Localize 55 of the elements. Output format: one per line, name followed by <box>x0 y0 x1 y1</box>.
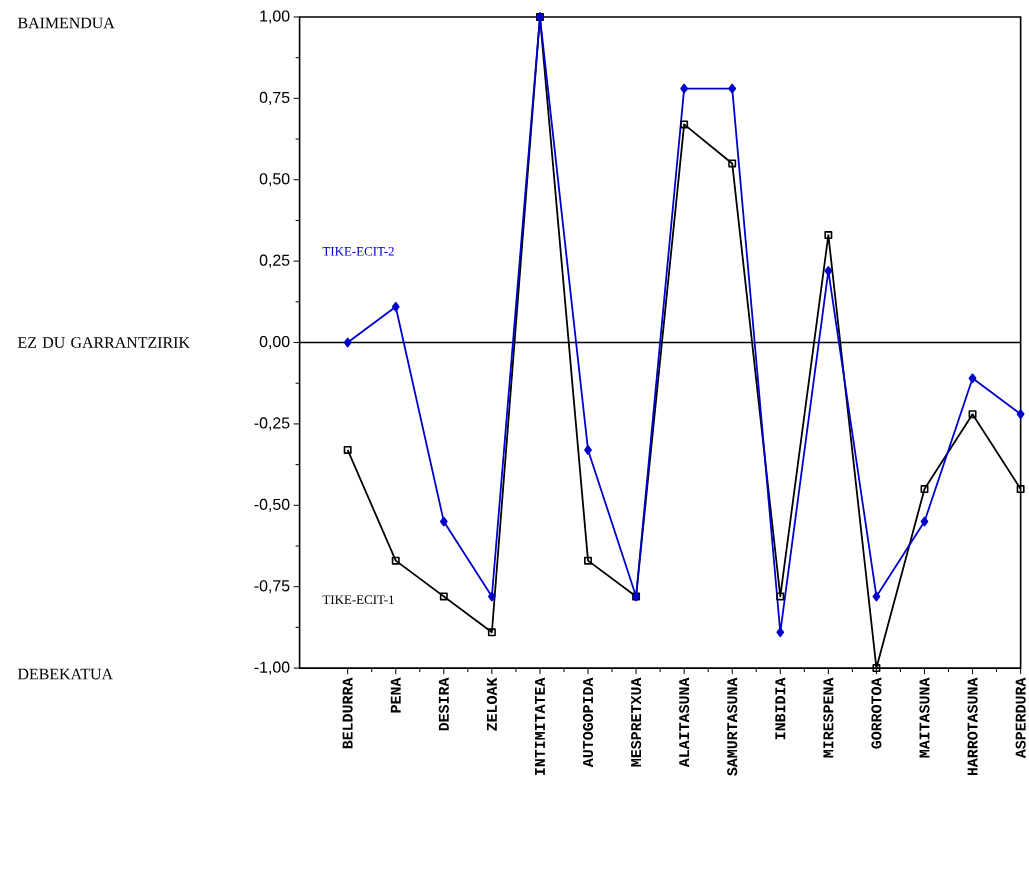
x-tick-label: MESPRETXUA <box>631 677 642 767</box>
text: TIKE-ECIT-2 <box>322 247 394 256</box>
point <box>487 628 496 637</box>
point <box>776 627 785 638</box>
y-tick-label: -1,00 <box>254 661 290 675</box>
point <box>391 301 400 312</box>
y-tick-label: -0,75 <box>254 580 290 594</box>
point <box>1016 409 1025 420</box>
text: TIKE-ECIT-1 <box>322 595 394 605</box>
y-tick-label: 0,50 <box>259 173 290 187</box>
point <box>968 373 977 384</box>
y-tick-label: 0,75 <box>259 91 290 106</box>
point <box>872 664 881 673</box>
point <box>343 446 352 455</box>
point <box>1016 485 1025 494</box>
x-tick-label: PENA <box>390 677 401 713</box>
y-tick-label: 1,00 <box>260 10 290 24</box>
text: DEBEKATUA <box>17 668 113 680</box>
point <box>920 485 929 494</box>
point <box>680 120 689 129</box>
x-tick-label: ASPERDURA <box>1015 677 1026 759</box>
point <box>824 266 833 276</box>
point <box>968 410 977 419</box>
x-tick-label: BELDURRA <box>342 677 353 749</box>
x-tick-label: DESIRA <box>438 677 449 731</box>
x-tick-label: HARROTASUNA <box>967 677 978 776</box>
x-tick-label: MAITASUNA <box>919 677 930 758</box>
x-tick-label: INBIDIA <box>775 677 786 740</box>
x-tick-label: ZELOAK <box>486 677 497 731</box>
text: EZ DU GARRANTZIRIK <box>17 337 190 348</box>
y-tick-label: 0,00 <box>259 336 290 350</box>
point <box>584 556 592 565</box>
point <box>487 591 496 602</box>
point <box>391 556 400 565</box>
x-tick-label: MIRESPENA <box>823 677 834 758</box>
point <box>728 83 737 94</box>
point <box>439 592 448 601</box>
point <box>824 231 833 240</box>
point <box>680 83 689 94</box>
point <box>584 445 592 455</box>
point <box>343 337 352 348</box>
y-tick-label: -0,50 <box>254 498 290 512</box>
point <box>776 592 785 601</box>
point <box>728 159 737 168</box>
x-tick-label: INTIMITATEA <box>535 677 545 776</box>
point <box>920 516 929 527</box>
x-tick-label: GORROTOA <box>871 677 882 749</box>
y-tick-label: -0,25 <box>254 417 290 431</box>
y-tick-label: 0,25 <box>259 254 290 268</box>
x-tick-label: ALAITASUNA <box>679 677 690 768</box>
x-tick-label: SAMURTASUNA <box>727 677 738 776</box>
point <box>439 516 448 527</box>
x-tick-label: AUTOGOPIDA <box>582 677 594 768</box>
text: BAIMENDUA <box>17 17 115 29</box>
point <box>872 591 881 602</box>
